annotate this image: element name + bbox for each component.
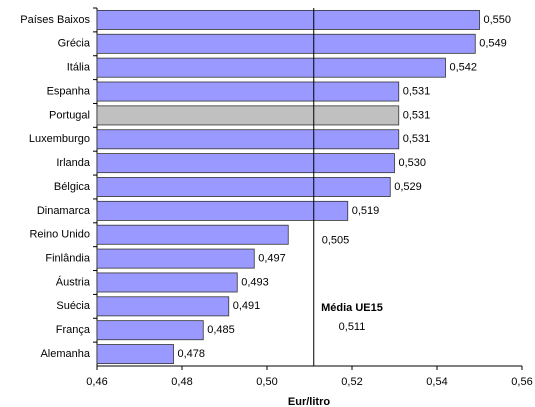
bar	[96, 105, 400, 126]
x-tick-label: 0,54	[426, 376, 447, 388]
bar	[96, 224, 289, 245]
bar	[96, 248, 255, 269]
data-label: 0,531	[403, 133, 431, 145]
y-tick-label: Luxemburgo	[29, 133, 90, 145]
y-tick-label: Grécia	[58, 38, 91, 50]
bar	[96, 320, 204, 341]
data-label: 0,550	[484, 14, 512, 26]
data-label: 0,531	[403, 85, 431, 97]
y-tick-label: Suécia	[56, 300, 91, 312]
y-tick-label: Alemanha	[40, 348, 90, 360]
bar	[96, 272, 238, 293]
data-label: 0,505	[322, 235, 350, 247]
bar	[96, 57, 446, 78]
bar	[96, 33, 476, 54]
x-tick-label: 0,52	[341, 376, 362, 388]
y-tick-label: Bélgica	[54, 181, 91, 193]
data-label: 0,497	[258, 253, 286, 265]
bar	[96, 200, 349, 221]
y-tick-label: Áustria	[56, 275, 91, 288]
x-axis-label: Eur/litro	[288, 396, 330, 407]
y-tick-label: Finlândia	[45, 253, 91, 265]
x-tick-label: 0,46	[86, 376, 107, 388]
y-tick-label: França	[56, 324, 91, 336]
bar	[96, 153, 395, 174]
data-label: 0,519	[352, 205, 380, 217]
reference-value: 0,511	[339, 321, 366, 333]
data-label: 0,549	[479, 38, 507, 50]
data-label: 0,478	[178, 348, 206, 360]
bar	[96, 296, 230, 317]
x-tick-label: 0,56	[511, 376, 532, 388]
bar	[96, 129, 400, 150]
data-label: 0,529	[394, 181, 422, 193]
data-label: 0,530	[399, 157, 427, 169]
y-tick-label: Reino Unido	[29, 229, 90, 241]
x-tick-label: 0,48	[171, 376, 192, 388]
y-tick-label: Dinamarca	[37, 205, 91, 217]
y-tick-label: Países Baixos	[20, 14, 90, 26]
data-label: 0,542	[450, 62, 478, 74]
data-label: 0,531	[403, 109, 431, 121]
data-label: 0,493	[241, 276, 269, 288]
bar	[96, 177, 391, 197]
y-tick-label: Itália	[67, 62, 91, 74]
reference-label: Média UE15	[321, 302, 383, 314]
y-tick-label: Irlanda	[56, 157, 91, 169]
x-tick-label: 0,50	[256, 376, 277, 388]
data-label: 0,491	[233, 300, 261, 312]
bar	[96, 9, 480, 30]
bar	[96, 344, 174, 365]
y-tick-label: Portugal	[49, 109, 90, 121]
data-label: 0,485	[207, 324, 235, 336]
y-tick-label: Espanha	[47, 85, 91, 97]
bar	[96, 81, 400, 102]
